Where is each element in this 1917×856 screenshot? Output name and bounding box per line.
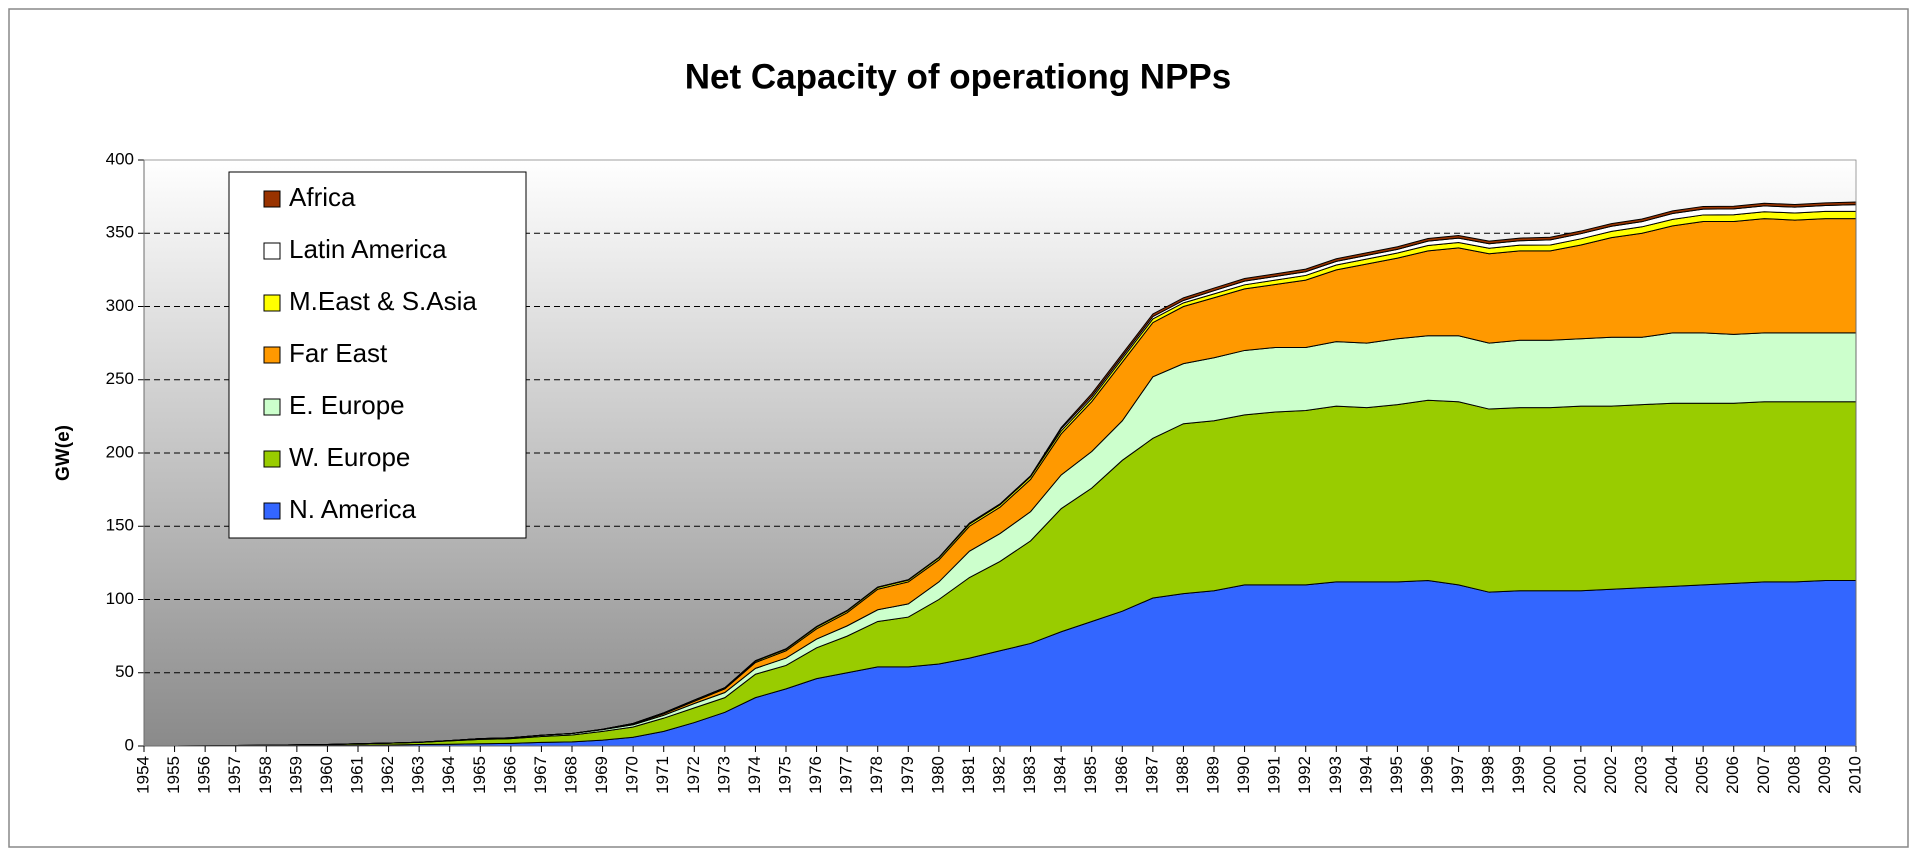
legend-swatch (263, 346, 281, 364)
legend-label: Latin America (289, 234, 447, 264)
x-tick-label: 1980 (928, 756, 947, 794)
x-tick-label: 1968 (561, 756, 580, 794)
x-tick-label: 1978 (867, 756, 886, 794)
chart-title: Net Capacity of operationg NPPs (685, 57, 1231, 96)
y-tick-label: 100 (106, 589, 134, 608)
x-tick-label: 2009 (1815, 756, 1834, 794)
x-tick-label: 1954 (133, 756, 152, 794)
x-tick-label: 1983 (1020, 756, 1039, 794)
x-tick-label: 1988 (1173, 756, 1192, 794)
x-tick-label: 1965 (470, 756, 489, 794)
x-tick-label: 2002 (1601, 756, 1620, 794)
x-tick-label: 2004 (1662, 756, 1681, 794)
x-tick-label: 1977 (837, 756, 856, 794)
y-tick-label: 200 (106, 442, 134, 461)
legend-label: W. Europe (289, 442, 410, 472)
x-tick-label: 1970 (623, 756, 642, 794)
x-tick-label: 1986 (1112, 756, 1131, 794)
y-tick-label: 350 (106, 223, 134, 242)
y-tick-label: 250 (106, 369, 134, 388)
legend: Africa Latin America M.East & S.Asia Far Ea… (228, 171, 527, 539)
legend-label: Africa (289, 182, 356, 212)
x-tick-label: 1979 (898, 756, 917, 794)
x-tick-label: 1991 (1265, 756, 1284, 794)
legend-swatch (263, 242, 281, 260)
x-tick-label: 1987 (1142, 756, 1161, 794)
legend-label: E. Europe (289, 390, 405, 420)
y-tick-label: 150 (106, 516, 134, 535)
y-axis-label: GW(e) (53, 425, 74, 481)
x-tick-label: 1976 (806, 756, 825, 794)
x-tick-label: 1985 (1081, 756, 1100, 794)
x-tick-label: 2007 (1754, 756, 1773, 794)
x-tick-label: 2003 (1631, 756, 1650, 794)
x-tick-label: 1964 (439, 756, 458, 794)
x-tick-label: 1958 (256, 756, 275, 794)
x-tick-label: 1984 (1051, 756, 1070, 794)
legend-swatch (263, 294, 281, 312)
legend-label: Far East (289, 338, 388, 368)
x-tick-label: 2010 (1845, 756, 1864, 794)
x-tick-label: 2005 (1693, 756, 1712, 794)
x-tick-label: 1998 (1479, 756, 1498, 794)
x-tick-label: 2008 (1784, 756, 1803, 794)
x-tick-label: 1999 (1509, 756, 1528, 794)
x-tick-label: 1975 (775, 756, 794, 794)
legend-swatch (263, 450, 281, 468)
legend-swatch (263, 190, 281, 208)
x-tick-label: 1974 (745, 756, 764, 794)
x-tick-label: 1989 (1203, 756, 1222, 794)
x-tick-label: 1959 (286, 756, 305, 794)
x-tick-label: 1995 (1387, 756, 1406, 794)
x-tick-label: 1993 (1326, 756, 1345, 794)
y-tick-label: 300 (106, 296, 134, 315)
x-tick-label: 1972 (684, 756, 703, 794)
y-tick-label: 50 (115, 662, 134, 681)
x-tick-label: 1962 (378, 756, 397, 794)
legend-label: M.East & S.Asia (289, 286, 477, 316)
x-tick-label: 1981 (959, 756, 978, 794)
x-tick-label: 1982 (989, 756, 1008, 794)
legend-label: N. America (289, 494, 417, 524)
x-tick-label: 1960 (317, 756, 336, 794)
x-tick-label: 1957 (225, 756, 244, 794)
x-tick-label: 2001 (1570, 756, 1589, 794)
x-tick-label: 1971 (653, 756, 672, 794)
y-tick-label: 400 (106, 149, 134, 168)
x-tick-label: 1990 (1234, 756, 1253, 794)
y-tick-label: 0 (125, 735, 134, 754)
x-tick-label: 1996 (1417, 756, 1436, 794)
x-tick-label: 1969 (592, 756, 611, 794)
x-tick-label: 2006 (1723, 756, 1742, 794)
x-tick-label: 1961 (347, 756, 366, 794)
legend-swatch (263, 502, 281, 520)
x-tick-label: 1956 (195, 756, 214, 794)
x-tick-label: 1963 (409, 756, 428, 794)
x-tick-label: 1966 (500, 756, 519, 794)
x-tick-label: 1997 (1448, 756, 1467, 794)
x-tick-label: 1973 (714, 756, 733, 794)
x-tick-label: 1955 (164, 756, 183, 794)
x-tick-label: 2000 (1540, 756, 1559, 794)
x-tick-label: 1994 (1356, 756, 1375, 794)
x-tick-label: 1992 (1295, 756, 1314, 794)
legend-swatch (263, 398, 281, 416)
x-tick-label: 1967 (531, 756, 550, 794)
